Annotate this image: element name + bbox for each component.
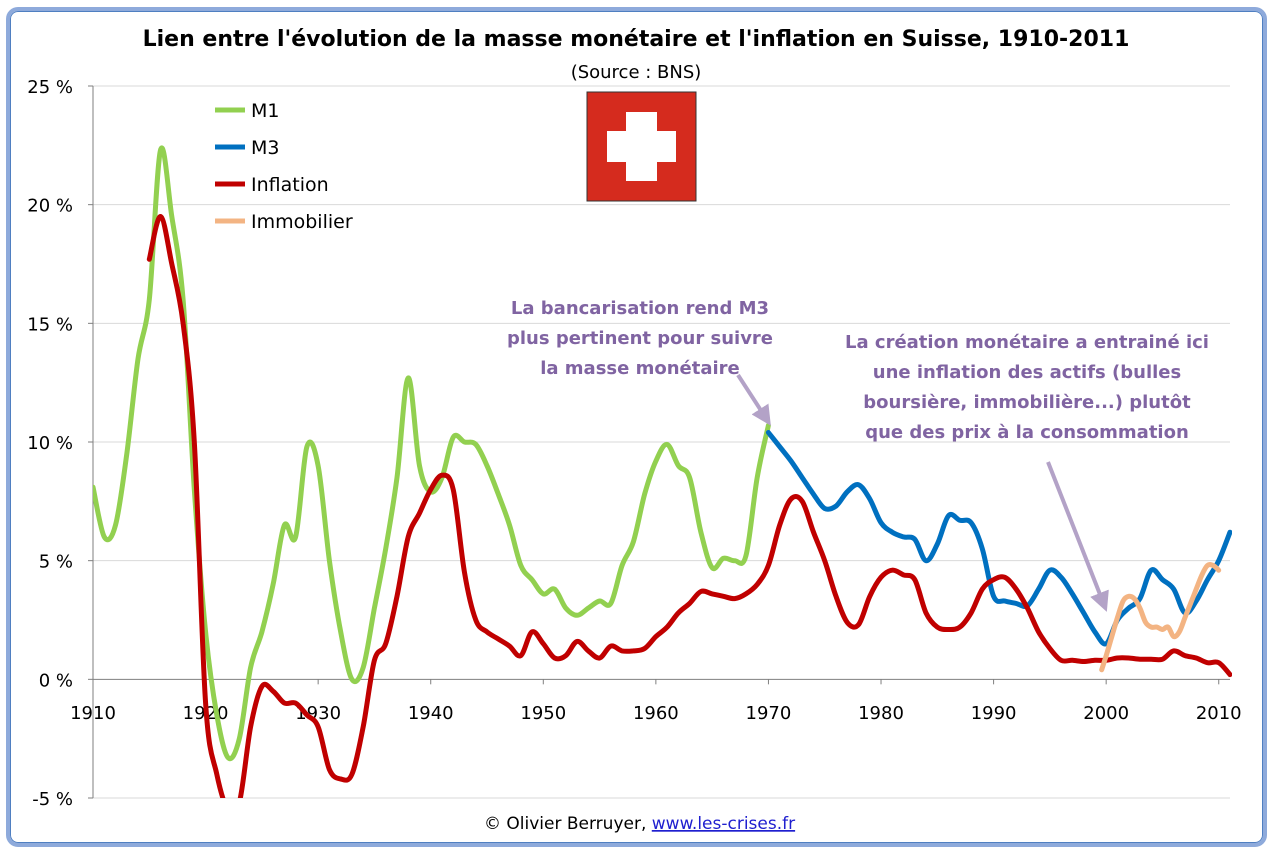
- legend: M1 M3 Inflation Immobilier: [215, 100, 353, 233]
- annotation-line: La bancarisation rend M3: [511, 298, 769, 319]
- x-tick-label: 1990: [971, 703, 1017, 724]
- x-tick-label: 1910: [70, 703, 116, 724]
- legend-label: Immobilier: [251, 211, 353, 233]
- credit-link[interactable]: www.les-crises.fr: [652, 814, 795, 834]
- series-line-immobilier: [1099, 561, 1222, 673]
- y-tick-label: 5 %: [39, 552, 73, 573]
- swiss-flag: [586, 91, 697, 202]
- x-tick-label: 1980: [858, 703, 904, 724]
- credit-text: © Olivier Berruyer, www.les-crises.fr: [484, 814, 795, 834]
- chart-subtitle: (Source : BNS): [571, 62, 702, 83]
- series-line-m1: [93, 145, 771, 762]
- y-tick-label: 0 %: [39, 670, 73, 691]
- chart-title: Lien entre l'évolution de la masse monét…: [143, 27, 1130, 52]
- annotation-arrow: [1046, 461, 1109, 612]
- gridlines: [93, 85, 1230, 799]
- annotation-line: La création monétaire a entrainé ici: [845, 332, 1209, 353]
- series-line-m3: [765, 430, 1232, 647]
- annotation-line: plus pertinent pour suivre: [507, 328, 773, 349]
- x-tick-label: 1970: [746, 703, 792, 724]
- x-tick-label: 1940: [408, 703, 454, 724]
- x-tick-label: 2010: [1196, 703, 1242, 724]
- legend-label: M1: [251, 100, 279, 122]
- y-tick-label: -5 %: [32, 789, 73, 810]
- credit-author: © Olivier Berruyer,: [484, 814, 652, 834]
- x-tick-label: 2000: [1083, 703, 1129, 724]
- annotations: La bancarisation rend M3 plus pertinent p…: [507, 298, 1209, 612]
- legend-label: M3: [251, 137, 279, 159]
- series-line-inflation: [146, 213, 1232, 798]
- annotation-line: que des prix à la consommation: [865, 422, 1189, 443]
- annotation-line: la masse monétaire: [540, 358, 740, 379]
- legend-label: Inflation: [251, 174, 329, 196]
- annotation-arrow: [736, 373, 771, 426]
- y-tick-label: 25 %: [27, 77, 73, 98]
- y-axis-ticks: 25 % 20 % 15 % 10 % 5 % 0 % -5 %: [27, 77, 93, 810]
- y-tick-label: 10 %: [27, 433, 73, 454]
- series-lines: [93, 145, 1232, 798]
- annotation-line: boursière, immobilière...) plutôt: [863, 392, 1191, 413]
- x-tick-label: 1960: [633, 703, 679, 724]
- annotation-line: une inflation des actifs (bulles: [873, 362, 1181, 383]
- y-tick-label: 20 %: [27, 196, 73, 217]
- x-tick-label: 1950: [520, 703, 566, 724]
- y-tick-label: 15 %: [27, 314, 73, 335]
- x-tick-label: 1930: [295, 703, 341, 724]
